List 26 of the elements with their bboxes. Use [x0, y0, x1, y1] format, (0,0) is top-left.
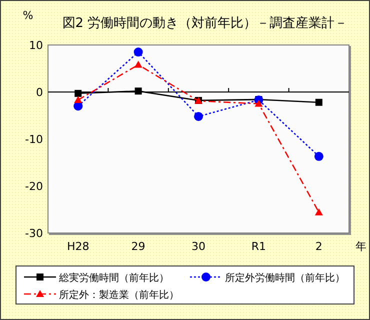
y-axis-title: % [22, 9, 34, 22]
y-tick-label: -30 [25, 227, 43, 240]
legend-label: 総実労働時間（前年比） [58, 272, 169, 284]
x-tick-label: R1 [251, 240, 266, 253]
legend-label: 所定外：製造業（前年比） [59, 289, 179, 301]
x-axis-title: 年 [356, 240, 366, 253]
point [74, 96, 82, 103]
point [254, 100, 263, 107]
y-tick-label: -20 [25, 180, 43, 193]
y-tick-label: 0 [36, 86, 43, 99]
x-tick-label: 30 [192, 240, 206, 253]
chart-title: 図2 労働時間の動き（対前年比）－調査産業計－ [62, 15, 348, 31]
x-tick-label: 29 [131, 240, 146, 253]
y-tick-label: 10 [29, 39, 43, 52]
point [194, 112, 203, 121]
point [74, 90, 82, 97]
point [315, 98, 322, 106]
point [314, 208, 323, 216]
point [134, 48, 143, 57]
x-tick-label: 2 [315, 240, 322, 253]
legend-label: 所定外労働時間（前年比） [225, 272, 345, 284]
x-tick-label: H28 [66, 240, 90, 253]
point [134, 88, 142, 95]
point [314, 152, 324, 161]
point [134, 60, 142, 68]
y-tick-label: -10 [25, 133, 43, 146]
